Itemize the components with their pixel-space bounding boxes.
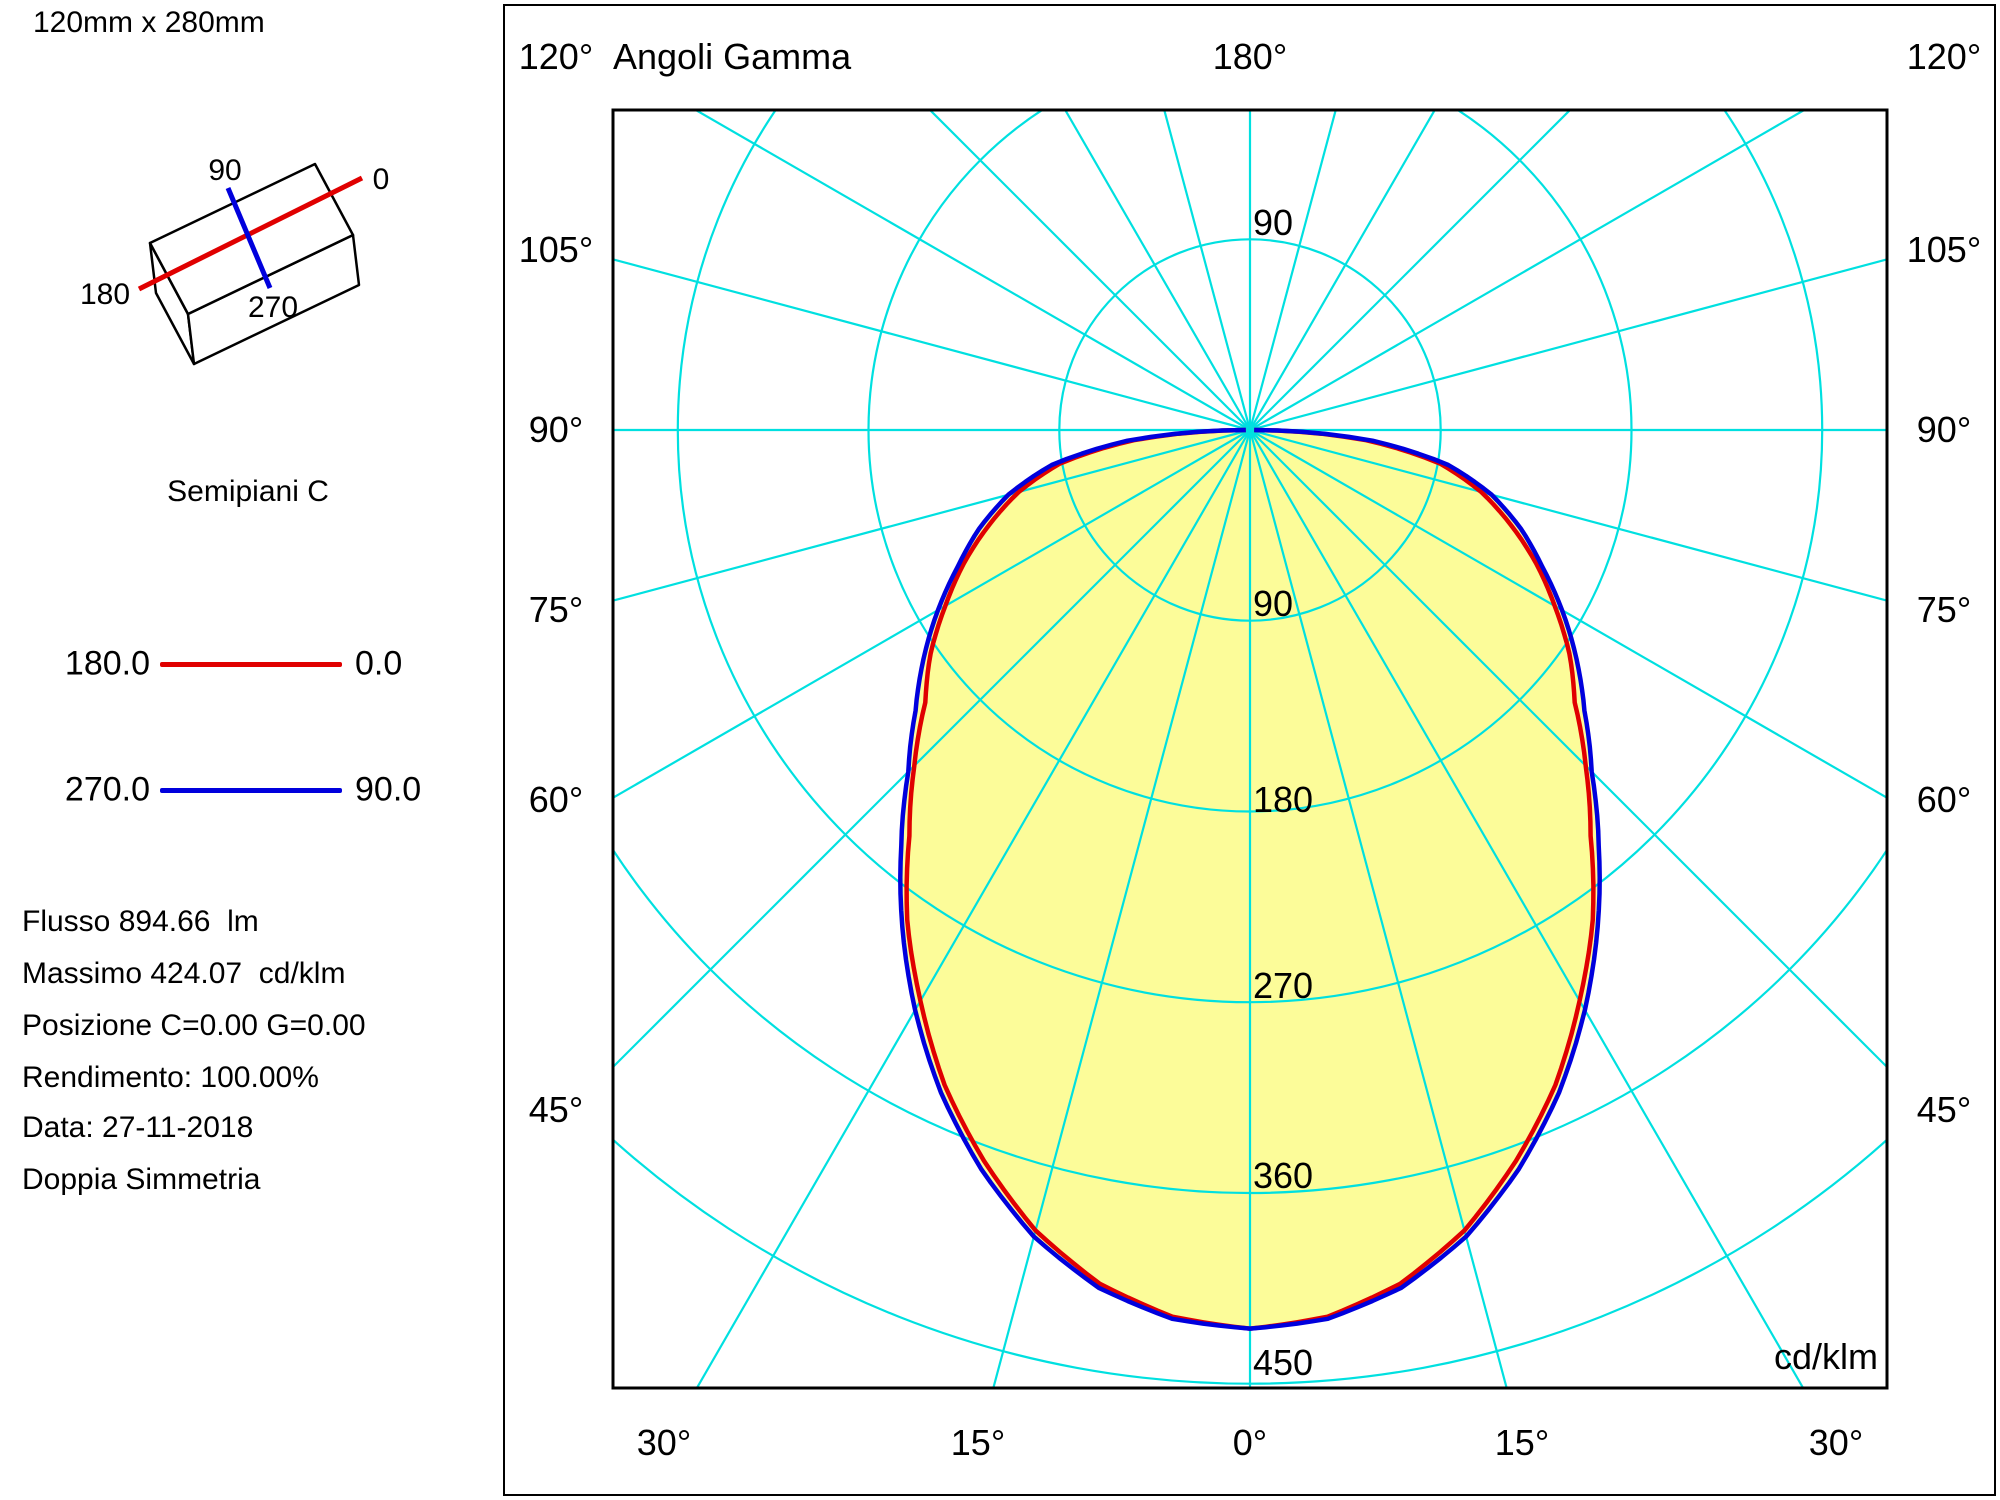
grid-ray: [992, 429, 1252, 1388]
diagram-title: Angoli Gamma: [613, 36, 852, 77]
sketch-label-0: 0: [372, 163, 390, 196]
ring-label-450: 450: [1253, 1342, 1314, 1383]
diagram-outer-frame: [503, 4, 1996, 1496]
grid-ray: [1249, 110, 1572, 431]
c90-c270-axis-line: [225, 187, 273, 289]
gamma-label-bottom-30-right: 30°: [1808, 1422, 1864, 1463]
gamma-label-right-45: 45°: [1916, 1089, 1972, 1130]
sketch-label-180: 180: [79, 278, 131, 311]
ring-label-90: 90: [1253, 583, 1294, 624]
c0-c180-axis-line: [137, 175, 364, 292]
grid-ray: [613, 258, 1251, 432]
max-intensity-line: Massimo 424.07 cd/klm: [22, 957, 346, 990]
gamma-label-right-75: 75°: [1916, 589, 1972, 630]
grid-ray: [1063, 110, 1251, 431]
ring-label-180: 180: [1253, 779, 1314, 820]
legend-blue-line: [160, 788, 342, 793]
grid-ray: [1248, 110, 1337, 431]
sketch-label-90: 90: [208, 154, 242, 187]
gamma-label-bottom-30-left: 30°: [636, 1422, 692, 1463]
max-position-line: Posizione C=0.00 G=0.00: [22, 1009, 366, 1042]
grid-ray: [1248, 429, 1508, 1388]
grid-ray: [695, 429, 1251, 1388]
grid-ray: [693, 110, 1251, 431]
gamma-label-left-75: 75°: [528, 589, 584, 630]
gamma-label-bottom-15-right: 15°: [1494, 1422, 1550, 1463]
date-line: Data: 27-11-2018: [22, 1111, 254, 1144]
grid-ray: [613, 429, 1251, 800]
diagram-inner-frame: [611, 108, 1889, 1390]
luminaire-dimensions-label: 120mm x 280mm: [33, 6, 265, 39]
grid-ray: [1249, 428, 1887, 602]
gamma-label-left-120: 120°: [518, 36, 594, 77]
grid-ray: [1163, 110, 1252, 431]
legend-c90-label: 90.0: [355, 770, 422, 809]
gamma-label-right-90: 90°: [1916, 409, 1972, 450]
gamma-label-left-105: 105°: [518, 229, 594, 270]
gamma-label-bottom-15-left: 15°: [950, 1422, 1006, 1463]
ring-label-90-upper: 90: [1253, 202, 1294, 243]
grid-ray: [1249, 429, 1805, 1388]
luminaire-axes-sketch: [137, 162, 364, 366]
gamma-label-left-60: 60°: [528, 779, 584, 820]
intensity-curve-c90-c270: [898, 427, 1602, 1331]
grid-ray: [1249, 429, 1887, 800]
grid-ray: [1249, 110, 1807, 431]
ring-label-360: 360: [1253, 1155, 1314, 1196]
gamma-label-right-120: 120°: [1906, 36, 1982, 77]
flux-value-line: Flusso 894.66 lm: [22, 905, 259, 938]
grid-ray: [1249, 110, 1437, 431]
gamma-label-left-45: 45°: [528, 1089, 584, 1130]
grid-ray: [1249, 429, 1887, 1069]
legend-c270-label: 270.0: [64, 770, 150, 809]
semipiani-section-label: Semipiani C: [167, 475, 329, 508]
sketch-label-270: 270: [247, 291, 299, 324]
efficiency-line: Rendimento: 100.00%: [22, 1061, 319, 1094]
unit-label: cd/klm: [1773, 1336, 1878, 1377]
grid-ray: [613, 428, 1251, 602]
gamma-label-top-180: 180°: [1212, 36, 1288, 77]
gamma-label-bottom-0: 0°: [1232, 1422, 1268, 1463]
grid-ray: [928, 110, 1251, 431]
gamma-label-left-90: 90°: [528, 409, 584, 450]
grid-ray: [1249, 258, 1887, 432]
legend-c180-label: 180.0: [64, 644, 150, 683]
legend-c0-label: 0.0: [355, 644, 403, 683]
symmetry-line: Doppia Simmetria: [22, 1163, 261, 1196]
legend-red-line: [160, 662, 342, 667]
ring-label-270: 270: [1253, 965, 1314, 1006]
gamma-label-right-105: 105°: [1906, 229, 1982, 270]
gamma-label-right-60: 60°: [1916, 779, 1972, 820]
grid-ray: [613, 429, 1251, 1069]
